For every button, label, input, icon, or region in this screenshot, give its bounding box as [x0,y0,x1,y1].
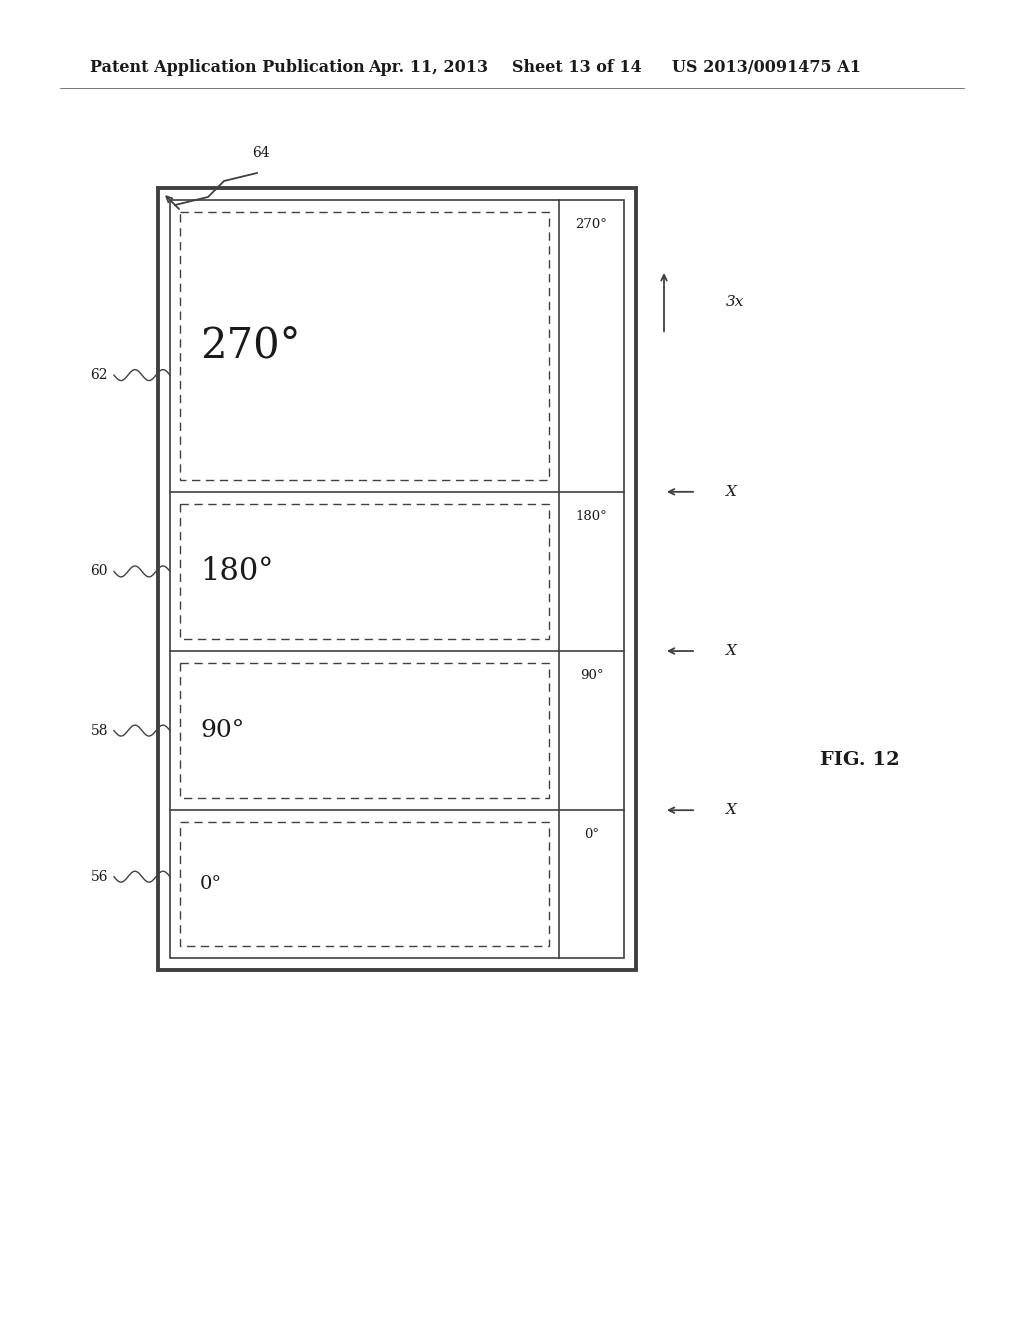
Bar [180,663,549,799]
Text: 270°: 270° [200,325,300,367]
Bar [180,504,549,639]
Text: X: X [726,803,737,817]
Text: 56: 56 [90,870,108,883]
Bar [170,201,624,958]
Text: 60: 60 [90,565,108,578]
Bar [180,213,549,480]
Text: 180°: 180° [200,556,273,587]
Text: FIG. 12: FIG. 12 [820,751,900,770]
Text: X: X [726,644,737,657]
Text: 180°: 180° [575,510,607,523]
Text: Apr. 11, 2013: Apr. 11, 2013 [368,59,488,77]
Text: Patent Application Publication: Patent Application Publication [90,59,365,77]
Text: 0°: 0° [584,828,599,841]
Text: 58: 58 [90,723,108,738]
Text: 90°: 90° [580,669,603,682]
Text: 270°: 270° [575,218,607,231]
Bar [180,822,549,946]
Text: 0°: 0° [200,875,222,894]
Text: Sheet 13 of 14: Sheet 13 of 14 [512,59,642,77]
Text: 90°: 90° [200,719,245,742]
Text: X: X [726,484,737,499]
Text: 3x: 3x [726,296,744,309]
Text: 62: 62 [90,368,108,381]
Bar [158,187,636,970]
Text: US 2013/0091475 A1: US 2013/0091475 A1 [672,59,861,77]
Text: 64: 64 [252,147,269,160]
